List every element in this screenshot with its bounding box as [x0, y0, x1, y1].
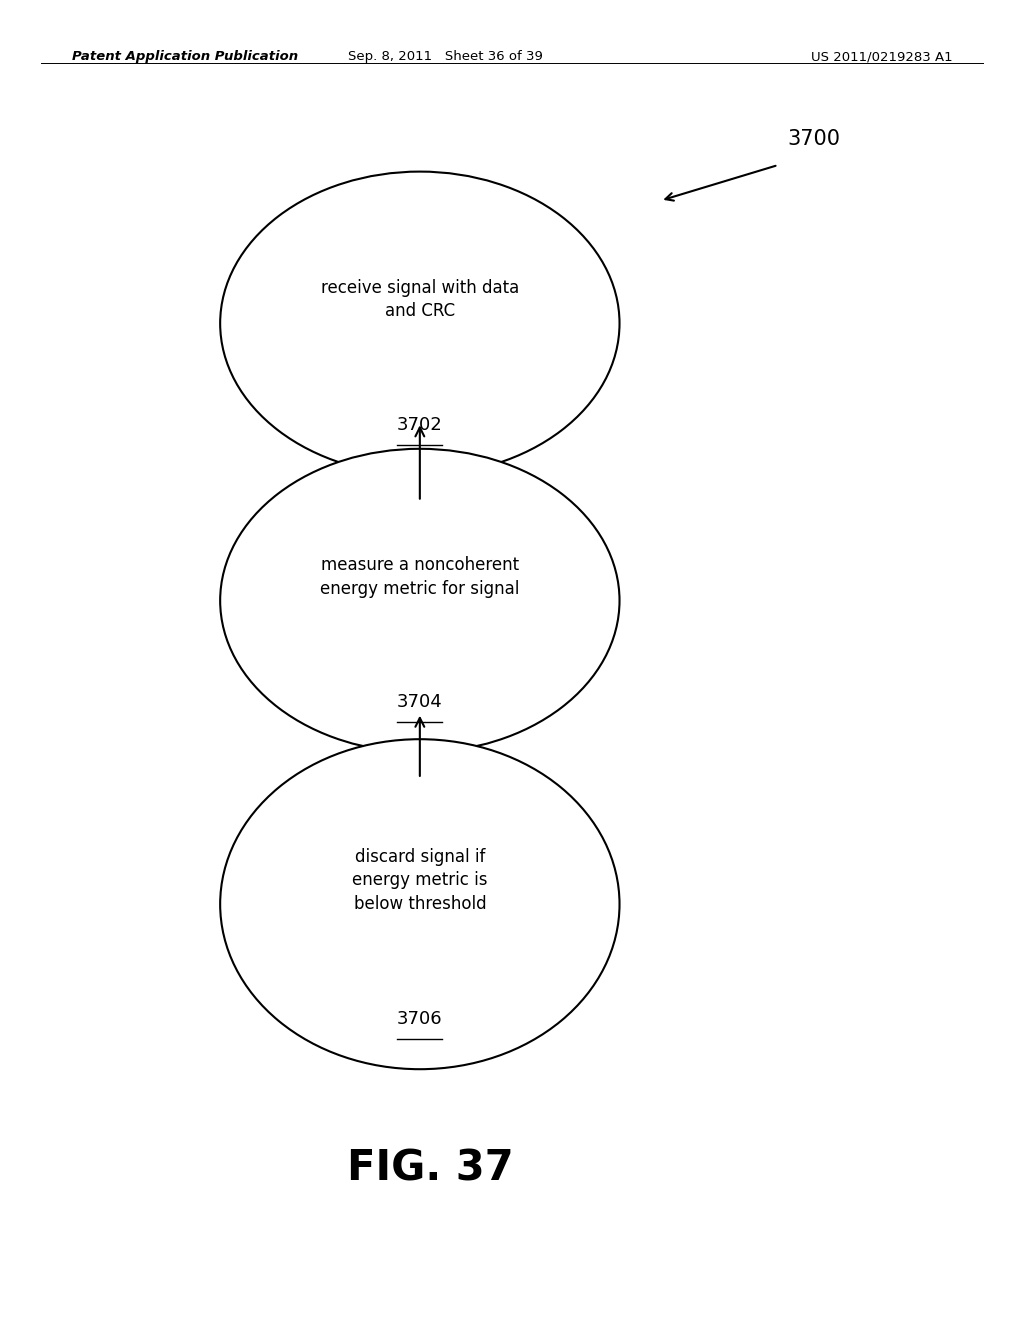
- Ellipse shape: [220, 449, 620, 752]
- Text: 3702: 3702: [397, 416, 442, 434]
- Text: discard signal if
energy metric is
below threshold: discard signal if energy metric is below…: [352, 847, 487, 913]
- Text: Sep. 8, 2011   Sheet 36 of 39: Sep. 8, 2011 Sheet 36 of 39: [348, 50, 543, 63]
- Text: Patent Application Publication: Patent Application Publication: [72, 50, 298, 63]
- Text: US 2011/0219283 A1: US 2011/0219283 A1: [811, 50, 952, 63]
- Ellipse shape: [220, 172, 620, 475]
- Text: receive signal with data
and CRC: receive signal with data and CRC: [321, 279, 519, 321]
- Text: 3706: 3706: [397, 1010, 442, 1028]
- Text: measure a noncoherent
energy metric for signal: measure a noncoherent energy metric for …: [321, 556, 519, 598]
- Ellipse shape: [220, 739, 620, 1069]
- Text: FIG. 37: FIG. 37: [347, 1147, 513, 1189]
- Text: 3700: 3700: [787, 128, 841, 149]
- Text: 3704: 3704: [397, 693, 442, 711]
